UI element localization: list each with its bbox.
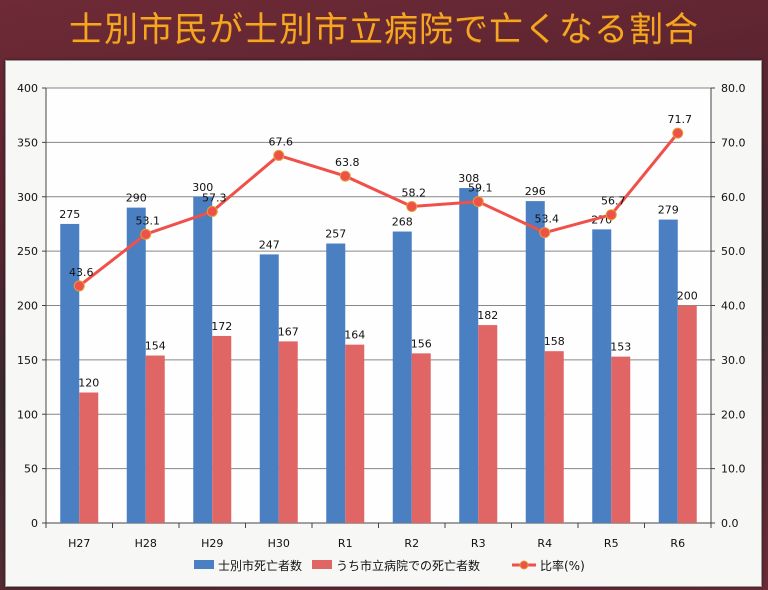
chart-svg: 0 50 100 150 200 250 300 350 400 0.0 10.0 20.0 30.0 4…: [17, 82, 746, 573]
data-label-ratio: 63.8: [335, 156, 360, 169]
data-label-hospital-deaths: 154: [145, 340, 166, 353]
data-label-ratio: 56.7: [601, 195, 626, 208]
chart-title: 士別市民が士別市立病院で亡くなる割合: [69, 10, 699, 50]
data-label-ratio: 67.6: [269, 135, 294, 148]
x-axis-tick-label: H29: [201, 537, 223, 550]
right-axis-tick-label: 70.0: [721, 136, 746, 149]
left-axis-tick-label: 350: [17, 136, 38, 149]
data-label-hospital-deaths: 158: [544, 335, 565, 348]
bar-hospital-deaths: [677, 305, 697, 523]
bar-hospital-deaths: [478, 325, 498, 523]
ratio-point: [406, 201, 418, 213]
data-label-ratio: 53.1: [136, 214, 161, 227]
bar-total-deaths: [126, 207, 146, 523]
bar-total-deaths: [392, 231, 412, 524]
x-axis-tick-label: H30: [268, 537, 290, 550]
x-axis-tick-label: R6: [670, 537, 685, 550]
data-label-hospital-deaths: 164: [344, 329, 365, 342]
bar-hospital-deaths: [611, 356, 631, 523]
bar-total-deaths: [592, 229, 612, 523]
data-label-total-deaths: 257: [325, 228, 346, 241]
right-axis-tick-label: 10.0: [721, 463, 746, 476]
data-label-ratio: 58.2: [402, 187, 427, 200]
x-axis-tick-label: R1: [338, 537, 353, 550]
ratio-point: [539, 227, 551, 239]
left-axis-tick-label: 0: [31, 517, 38, 530]
data-label-total-deaths: 279: [658, 204, 679, 217]
right-axis-tick-label: 20.0: [721, 408, 746, 421]
data-label-ratio: 43.6: [69, 266, 94, 279]
data-label-hospital-deaths: 172: [211, 320, 232, 333]
data-label-total-deaths: 296: [525, 185, 546, 198]
left-axis-tick-label: 200: [17, 300, 38, 313]
right-axis-tick-label: 30.0: [721, 354, 746, 367]
data-label-hospital-deaths: 120: [78, 377, 99, 390]
ratio-line: [78, 132, 679, 288]
x-axis-tick-label: H28: [135, 537, 157, 550]
data-label-ratio: 71.7: [668, 113, 693, 126]
bar-total-deaths: [525, 201, 545, 523]
left-axis-tick-label: 400: [17, 82, 38, 95]
x-axis-tick-label: R4: [537, 537, 552, 550]
data-label-hospital-deaths: 182: [477, 309, 498, 322]
data-label-total-deaths: 308: [458, 172, 479, 185]
ratio-point: [73, 280, 85, 292]
bar-hospital-deaths: [278, 341, 298, 523]
data-label-hospital-deaths: 156: [411, 337, 432, 350]
bar-hospital-deaths: [345, 344, 365, 523]
bar-total-deaths: [326, 243, 346, 523]
data-label-total-deaths: 268: [392, 216, 413, 229]
right-axis-tick-label: 50.0: [721, 245, 746, 258]
data-label-total-deaths: 247: [259, 238, 280, 251]
data-label-total-deaths: 275: [59, 208, 80, 221]
bar-hospital-deaths: [212, 335, 232, 523]
x-axis-tick-label: R3: [471, 537, 486, 550]
bar-hospital-deaths: [79, 392, 99, 523]
x-axis-tick-label: R5: [604, 537, 619, 550]
ratio-point: [273, 149, 285, 161]
left-axis-tick-label: 150: [17, 354, 38, 367]
left-axis-tick-label: 250: [17, 245, 38, 258]
legend-label-total-deaths: 士別市死亡者数: [218, 558, 302, 573]
x-axis-tick-label: H27: [68, 537, 90, 550]
bar-hospital-deaths: [411, 353, 431, 523]
data-label-total-deaths: 300: [192, 181, 213, 194]
ratio-point: [206, 205, 218, 217]
data-label-ratio: 59.1: [468, 182, 493, 195]
data-label-ratio: 53.4: [535, 213, 560, 226]
right-axis-tick-label: 0.0: [721, 517, 739, 530]
bar-hospital-deaths: [544, 351, 564, 523]
legend-marker-ratio: [519, 560, 529, 570]
data-label-hospital-deaths: 167: [278, 325, 299, 338]
ratio-point: [672, 127, 684, 139]
left-axis-tick-label: 100: [17, 408, 38, 421]
bar-hospital-deaths: [145, 355, 165, 523]
left-axis-tick-label: 300: [17, 191, 38, 204]
right-axis-tick-label: 60.0: [721, 191, 746, 204]
data-label-total-deaths: 290: [126, 192, 147, 205]
chart-panel: 0 50 100 150 200 250 300 350 400 0.0 10.0 20.0 30.0 4…: [5, 60, 762, 587]
legend-swatch-hospital-deaths: [312, 560, 332, 569]
x-axis-tick-label: R2: [404, 537, 419, 550]
ratio-point: [605, 209, 617, 221]
data-label-hospital-deaths: 153: [610, 341, 631, 354]
right-axis-tick-label: 40.0: [721, 300, 746, 313]
ratio-point: [339, 170, 351, 182]
left-axis-tick-label: 50: [24, 463, 38, 476]
ratio-point: [140, 228, 152, 240]
bar-total-deaths: [193, 196, 213, 523]
bar-total-deaths: [658, 219, 678, 523]
bar-total-deaths: [60, 223, 80, 523]
ratio-point: [472, 196, 484, 208]
legend-label-ratio: 比率(%): [540, 558, 585, 573]
legend-swatch-total-deaths: [194, 560, 214, 569]
data-label-hospital-deaths: 200: [677, 290, 698, 303]
right-axis-tick-label: 80.0: [721, 82, 746, 95]
bar-total-deaths: [459, 188, 479, 524]
data-label-ratio: 57.3: [202, 191, 227, 204]
legend-label-hospital-deaths: うち市立病院での死亡者数: [336, 558, 480, 573]
bar-total-deaths: [259, 254, 279, 523]
